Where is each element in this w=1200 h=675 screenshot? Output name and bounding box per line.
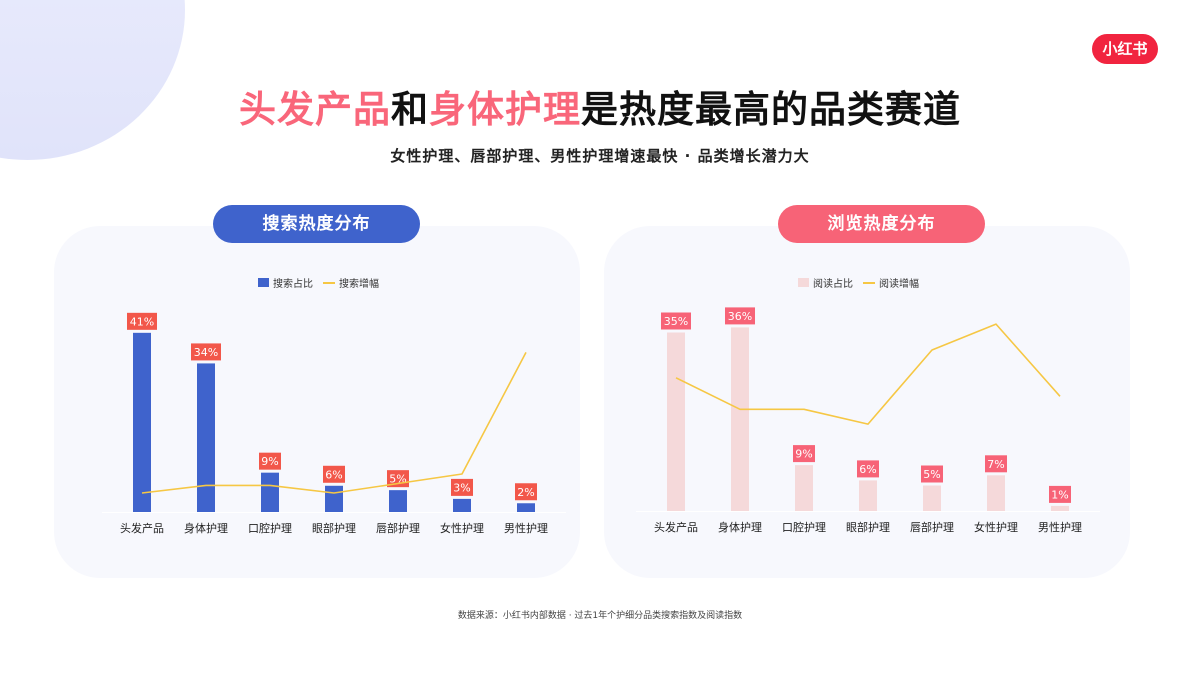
bar: [923, 485, 941, 511]
value-label-bg: [985, 455, 1007, 473]
category-label: 女性护理: [440, 521, 484, 535]
category-label: 男性护理: [504, 521, 548, 535]
value-label-bg: [661, 312, 691, 330]
page-subtitle: 女性护理、唇部护理、男性护理增速最快 · 品类增长潜力大: [390, 147, 810, 165]
browse-panel-title: 浏览热度分布: [778, 205, 985, 243]
bar: [517, 503, 535, 512]
value-label-bg: [1049, 485, 1071, 503]
bar: [667, 332, 685, 511]
value-label: 9%: [795, 448, 812, 461]
category-label: 口腔护理: [782, 520, 826, 534]
title-part-4: 是热度最高的品类赛道: [581, 88, 961, 131]
value-label: 35%: [664, 315, 688, 328]
browse-chart: 35% 头发产品 36% 身体护理 9% 口腔护理 6% 眼部护理 5% 唇部护理 7% 女性护理 1%…: [636, 307, 1100, 534]
title-part-3: 身体护理: [429, 88, 581, 131]
value-label-bg: [451, 478, 473, 496]
bar: [389, 490, 407, 512]
value-label: 34%: [194, 346, 218, 359]
value-label: 2%: [517, 486, 534, 499]
bar: [987, 475, 1005, 511]
category-label: 眼部护理: [846, 520, 890, 534]
title-part-1: 头发产品: [239, 88, 391, 131]
page-title: 头发产品和身体护理是热度最高的品类赛道: [0, 88, 1200, 132]
value-label: 9%: [261, 455, 278, 468]
value-label-bg: [259, 452, 281, 470]
legend-bar-swatch: [258, 278, 269, 287]
legend-bar-label: 搜索占比: [273, 279, 313, 290]
value-label: 41%: [130, 315, 154, 328]
category-label: 眼部护理: [312, 521, 356, 535]
search-panel-title: 搜索热度分布: [213, 205, 420, 243]
legend-line-label: 搜索增幅: [339, 279, 379, 290]
search-legend: 搜索占比 搜索增幅: [258, 275, 379, 290]
browse-panel: [604, 226, 1130, 578]
search-chart: 41%头发产品34%身体护理9%口腔护理6%眼部护理5%唇部护理3%女性护理2%…: [102, 312, 566, 535]
browse-legend: 阅读占比 阅读增幅: [798, 275, 919, 290]
category-label: 男性护理: [1038, 520, 1082, 534]
bar: [261, 472, 279, 512]
value-label-bg: [323, 465, 345, 483]
bar: [325, 485, 343, 512]
value-label-bg: [857, 460, 879, 478]
data-source-footer: 数据来源：小红书内部数据 · 过去1年个护细分品类搜索指数及阅读指数: [457, 611, 743, 621]
value-label: 3%: [453, 481, 470, 494]
value-label: 6%: [325, 468, 342, 481]
brand-logo: 小红书: [1092, 34, 1158, 64]
category-label: 唇部护理: [910, 520, 954, 534]
value-label: 7%: [987, 458, 1004, 471]
legend-line-swatch: [323, 281, 335, 284]
value-label-bg: [793, 445, 815, 463]
legend-line-swatch: [863, 281, 875, 284]
browse-growth-line: [675, 323, 1061, 425]
bar: [197, 363, 215, 512]
category-label: 头发产品: [654, 520, 698, 534]
category-label: 女性护理: [974, 520, 1018, 534]
value-label-bg: [921, 465, 943, 483]
bar: [453, 498, 471, 512]
category-label: 身体护理: [718, 520, 762, 534]
value-label: 5%: [923, 468, 940, 481]
title-part-2: 和: [391, 88, 429, 131]
bar: [1051, 505, 1069, 511]
value-label-bg: [725, 307, 755, 325]
search-growth-line: [141, 352, 527, 494]
category-label: 身体护理: [184, 521, 228, 535]
value-label: 6%: [859, 463, 876, 476]
category-label: 头发产品: [120, 521, 164, 535]
legend-bar-label: 阅读占比: [813, 279, 853, 290]
bar: [795, 465, 813, 511]
bar: [859, 480, 877, 511]
value-label: 36%: [728, 310, 752, 323]
legend-line-label: 阅读增幅: [879, 279, 919, 290]
value-label-bg: [515, 483, 537, 501]
bar: [133, 332, 151, 512]
category-label: 唇部护理: [376, 521, 420, 535]
legend-bar-swatch: [798, 278, 809, 287]
category-label: 口腔护理: [248, 521, 292, 535]
value-label-bg: [127, 312, 157, 330]
value-label: 1%: [1051, 488, 1068, 501]
value-label-bg: [191, 343, 221, 361]
bar: [731, 327, 749, 511]
